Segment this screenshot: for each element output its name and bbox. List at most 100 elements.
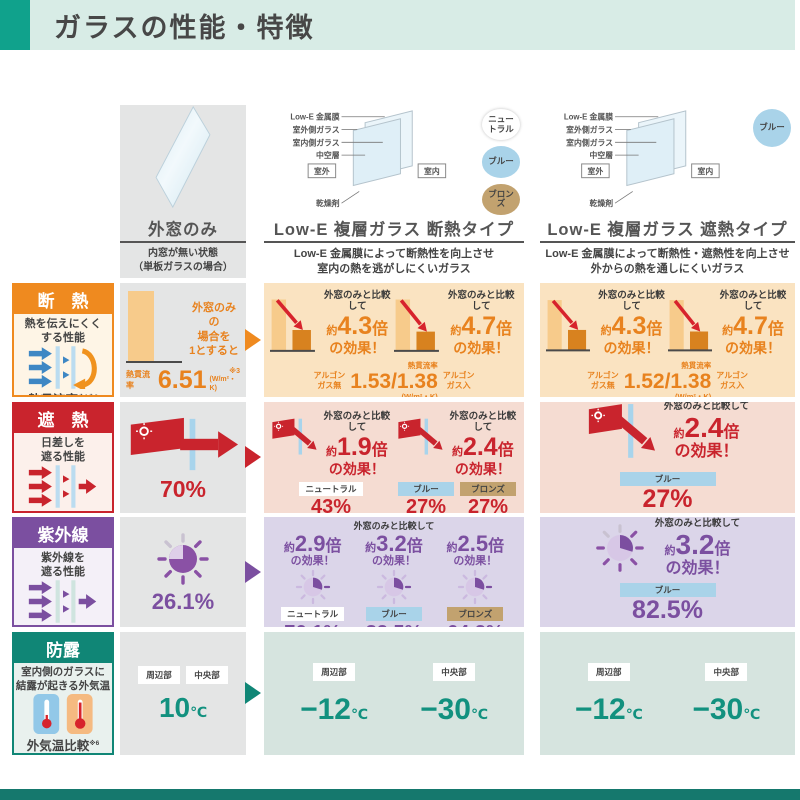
row-title-uv: 紫外線 [14,519,112,548]
cell-shading-insul-type: 外窓のみと比較して 約1.9倍 の効果！ ニュートラル 43% [264,402,524,513]
column-desc-insulation-type: Low-E 金属膜によって断熱性を向上させ 室内の熱を逃がしにくいガラス [293,248,495,276]
diagram-label-inner-glass: 室内側ガラス [566,137,613,147]
effect-value: 2.5 [457,531,489,556]
badge-perimeter: 周辺部 [587,662,630,681]
divider [120,241,246,243]
badge-blue: ブルー [619,471,716,486]
column-header-shield-type: Low-E 金属膜 室外側ガラス 室内側ガラス 中空層 室外 室内 乾燥剤 ブル… [540,105,795,278]
effect-value: 4.3 [337,311,373,340]
cell-condensation-outer: 周辺部 中央部 10℃ [120,632,246,755]
cell-condensation-shield-type: 周辺部 −12℃ 中央部 −30℃ [540,632,795,755]
column-title-shield-type: Low-E 複層ガラス 遮熱タイプ [547,221,788,239]
solar-gain-value: 43% [310,495,351,513]
badge-bronze: ブロンズ [447,607,504,621]
cell-uv-outer: 26.1% [120,517,246,627]
uv-sun-pie-icon [458,569,493,605]
row-metric-label: 熱貫流率※1※2 [28,393,98,397]
u-value-shield-type: アルゴン ガス無 熱貫流率 1.52/1.38 (W/m²・K) アルゴン ガス… [586,361,749,397]
row-label-condensation: 防露 室内側のガラスに 結露が起きる外気温 外気温比較※6 [12,632,114,755]
color-swatches: ニュートラル ブルー ブロンズ [478,105,524,215]
effect-value: 2.4 [462,432,498,461]
glass-pane-illustration [120,105,246,215]
diagram-label-inner-glass: 室内側ガラス [293,137,340,147]
cell-insulation-insul-type: 外窓のみと比較して 約4.3倍 の効果！ 外窓のみと比較して 約4.7倍 の効果… [264,283,524,397]
uv-sun-pie-icon [376,569,412,605]
uv-sun-pie-icon [295,569,330,605]
column-desc-shield-type: Low-E 金属膜によって断熱性・遮熱性を向上させ 外からの熱を通しにくいガラス [545,248,790,276]
double-glazing-diagram: Low-E 金属膜 室外側ガラス 室内側ガラス 中空層 室外 室内 乾燥剤 [564,110,720,208]
effect-group: 約2.9倍 の効果！ ニュートラル 76.1% [274,521,352,627]
column-header-outer-window: 外窓のみ 内窓が無い状態 （単板ガラスの場合） [120,105,246,278]
uv-block-icon [28,579,97,623]
badge-neutral: ニュートラル [299,481,363,496]
condensation-temp: −30℃ [692,692,761,726]
swatch-blue: ブルー [753,109,791,147]
u-value: 1.52/1.38 [623,369,712,393]
uv-sun-pie-icon [596,524,644,573]
badge-neutral: ニュートラル [281,607,345,621]
row-label-uv: 紫外線 紫外線を 遮る性能 紫外線カット率※5 [12,517,114,627]
effect-value: 4.3 [611,311,647,340]
badge-blue: ブルー [619,583,716,598]
swatch-blue: ブルー [482,146,520,178]
cell-uv-insul-type: 約2.9倍 の効果！ ニュートラル 76.1% 外窓 [264,517,524,627]
sun-deflect-icon [272,418,317,455]
badge-center: 中央部 [186,665,228,684]
reference-bar-chart [126,291,182,365]
diagram-label-outer-glass: 室外側ガラス [293,125,340,135]
row-arrow-insulation [245,329,261,351]
row-desc: 紫外線を 遮る性能 [41,552,85,579]
effect-group: 外窓のみと比較して 約4.7倍 の効果！ [394,290,518,361]
effect-group: 外窓のみと比較して 約4.3倍 の効果！ [270,290,394,361]
row-label-insulation: 断 熱 熱を伝えにくく する性能 熱貫流率※1※2 [12,283,114,397]
effect-value: 4.7 [461,311,497,340]
condensation-temp: −12℃ [300,692,368,726]
row-arrow-condensation [245,682,261,704]
divider [540,241,795,243]
row-metric-label: 日射熱取得率※4 [21,508,106,511]
diagram-label-lowe-film: Low-E 金属膜 [290,112,339,122]
divider [264,241,524,243]
effect-group: 外窓のみと比較して 約3.2倍 の効果！ ブルー 82.5% [354,521,435,627]
diagram-label-inside: 室内 [698,166,714,176]
diagram-label-desiccant: 乾燥剤 [590,198,614,208]
column-header-insulation-type: Low-E 金属膜 室外側ガラス 室内側ガラス 中空層 室外 室内 乾燥剤 ニュ… [264,105,524,278]
temp-group-center: 中央部 −30℃ [692,662,761,726]
header-banner: ガラスの性能・特徴 [30,0,795,50]
footer-accent-bar [0,789,800,800]
diagram-label-air-layer: 中空層 [316,150,340,160]
swatch-bronze: ブロンズ [482,183,520,215]
diagram-label-outside: 室外 [588,166,604,176]
row-arrow-shading [245,446,261,468]
cell-insulation-outer: 外窓のみの 場合を 1とすると 熱貫流率 6.51 ※3 (W/m²・K) [120,283,246,397]
diagram-label-inside: 室内 [424,166,440,176]
glass-pane-icon [155,105,211,209]
temp-group-center: 中央部 −30℃ [420,662,488,725]
row-label-shading: 遮 熱 日差しを 遮る性能 日射熱取得率※4 [12,402,114,513]
u-value-outer: 熱貫流率 6.51 ※3 (W/m²・K) [126,365,240,394]
row-arrow-uv [245,561,261,583]
color-swatches: ブルー [749,105,795,215]
header-accent-square [0,0,30,50]
uv-cut-value: 76.1% [284,622,341,627]
row-metric-label: 紫外線カット率※5 [14,623,111,625]
diagram-label-outer-glass: 室外側ガラス [566,125,613,135]
uv-cut-value: 82.5% [366,622,423,627]
effect-group: 外窓のみと比較して 約1.9倍 の効果！ ニュートラル 43% [271,411,391,513]
double-glazing-diagram: Low-E 金属膜 室外側ガラス 室内側ガラス 中空層 室外 室内 乾燥剤 [290,110,447,208]
row-desc: 日差しを 遮る性能 [41,437,85,464]
row-metric-label: 外気温比較※6 [26,739,100,754]
column-title-outer: 外窓のみ [148,221,218,239]
bar-comparison-icon [667,299,712,352]
u-value: 1.53/1.38 [350,369,438,393]
solar-gain-value: 27% [467,495,509,513]
effect-group: 約2.5倍 の効果！ ブロンズ 64.2% [436,521,514,628]
temp-group-perimeter: 周辺部 −12℃ [575,662,643,725]
cell-insulation-shield-type: 外窓のみと比較して 約4.3倍 の効果！ 外窓のみと比較して 約4.7倍 の効果… [540,283,795,397]
solar-gain-outer-value: 70% [159,475,207,502]
badge-perimeter: 周辺部 [138,665,180,684]
swatch-neutral: ニュートラル [482,109,520,141]
sun-block-icon [28,464,97,508]
effect-value: 2.9 [294,531,326,556]
thermometer-icon [33,694,93,735]
